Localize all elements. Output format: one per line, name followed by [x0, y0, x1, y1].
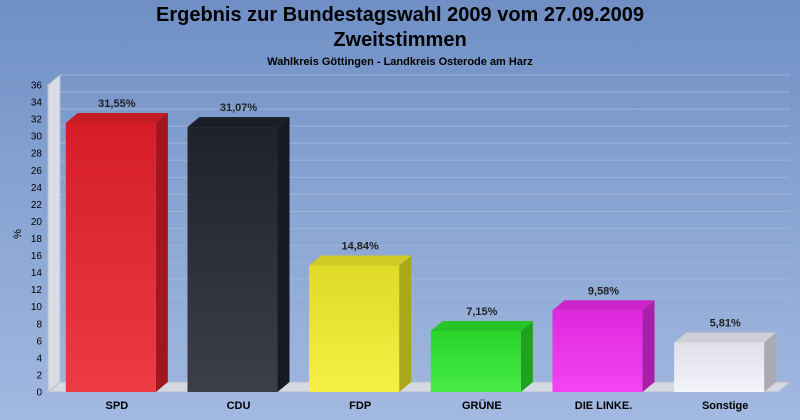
bar-die-linke: [552, 310, 643, 392]
bar-side-0: [155, 112, 168, 392]
y-axis-label: %: [12, 229, 24, 239]
x-tick-label: DIE LINKE.: [575, 400, 632, 412]
bar-fdp: [309, 265, 400, 392]
data-label: 5,81%: [710, 317, 741, 329]
data-label: 31,07%: [220, 102, 258, 114]
y-tick-label: 0: [36, 388, 42, 399]
y-tick-label: 4: [36, 353, 42, 364]
y-tick-label: 32: [31, 115, 43, 126]
y-tick-label: 24: [31, 183, 43, 194]
x-tick-label: GRÜNE: [462, 399, 502, 412]
chart-subtitle: Wahlkreis Göttingen - Landkreis Osterode…: [267, 56, 533, 68]
y-tick-label: 20: [31, 217, 43, 228]
bar-side-2: [399, 255, 412, 392]
bar-side-1: [277, 117, 290, 393]
x-tick-label: CDU: [227, 400, 251, 412]
y-tick-label: 10: [31, 302, 43, 313]
bar-side-4: [642, 300, 655, 392]
x-tick-label: FDP: [349, 400, 371, 412]
bar-top-1: [187, 117, 290, 128]
y-tick-label: 16: [31, 251, 43, 262]
y-tick-label: 30: [31, 132, 43, 143]
bars: [65, 112, 777, 393]
bar-cdu: [187, 127, 278, 393]
left-wall: [47, 73, 61, 394]
y-tick-label: 6: [36, 336, 42, 347]
bar-sonstige: [674, 342, 765, 392]
bar-top-0: [65, 112, 168, 123]
chart-title: Ergebnis zur Bundestagswahl 2009 vom 27.…: [156, 4, 644, 26]
y-tick-label: 36: [31, 81, 43, 92]
y-tick-label: 34: [31, 98, 43, 109]
bar-top-3: [430, 321, 533, 332]
bar-spd: [65, 122, 156, 392]
y-tick-label: 18: [31, 234, 43, 245]
category-labels: SPD CDU FDP GRÜNE DIE LINKE. Sonstige: [106, 399, 749, 412]
bar-top-2: [309, 255, 412, 266]
y-tick-label: 14: [31, 268, 43, 279]
data-label: 31,55%: [98, 98, 136, 110]
bar-grüne: [430, 331, 521, 392]
y-tick-label: 12: [31, 285, 43, 296]
bar-side-3: [520, 321, 533, 392]
data-labels: 31,55% 31,07% 14,84% 7,15% 9,58% 5,81%: [98, 98, 741, 330]
data-label: 7,15%: [466, 306, 497, 318]
x-tick-label: Sonstige: [702, 400, 748, 412]
y-tick-label: 22: [31, 200, 43, 211]
y-tick-label: 28: [31, 149, 43, 160]
bar-top-4: [552, 300, 655, 311]
x-tick-label: SPD: [106, 400, 129, 412]
grid-lines: [47, 74, 790, 393]
bar-top-5: [674, 332, 777, 343]
chart-title-line2: Zweitstimmen: [333, 29, 466, 51]
y-tick-label: 26: [31, 166, 43, 177]
data-label: 14,84%: [342, 240, 380, 252]
y-tick-label: 8: [36, 319, 42, 330]
data-label: 9,58%: [588, 285, 619, 297]
y-tick-label: 2: [36, 370, 42, 381]
bar-side-5: [764, 332, 777, 392]
